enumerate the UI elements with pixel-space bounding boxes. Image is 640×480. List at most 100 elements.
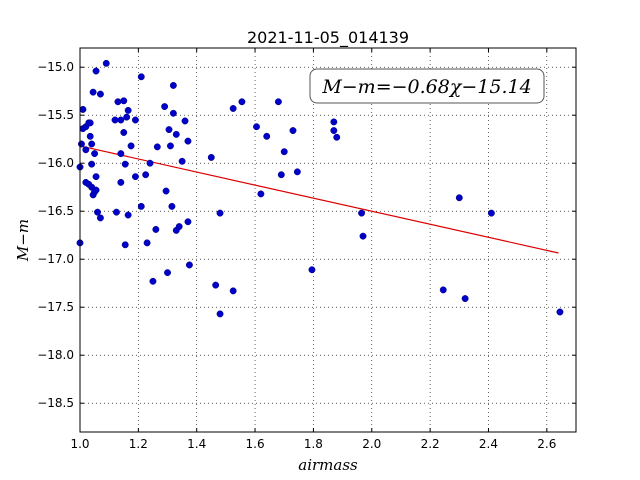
x-tick-label: 2.6 bbox=[537, 437, 556, 451]
data-point bbox=[308, 266, 316, 274]
y-tick-label: −17.5 bbox=[37, 300, 74, 314]
data-point bbox=[124, 106, 132, 114]
data-point bbox=[207, 153, 215, 161]
grid bbox=[79, 48, 576, 432]
data-point bbox=[121, 241, 129, 249]
data-point bbox=[117, 150, 125, 158]
data-point bbox=[263, 132, 271, 140]
x-tick-labels: 1.0 1.2 1.4 1.6 1.8 2.0 2.2 2.4 2.6 bbox=[70, 437, 556, 451]
data-point bbox=[168, 202, 176, 210]
y-tick-label: −17.0 bbox=[37, 252, 74, 266]
data-point bbox=[358, 209, 366, 217]
data-point bbox=[86, 119, 94, 127]
x-tick-label: 1.4 bbox=[187, 437, 206, 451]
x-tick-label: 1.6 bbox=[246, 437, 265, 451]
data-point bbox=[169, 109, 177, 117]
data-point bbox=[92, 186, 100, 194]
data-point bbox=[280, 148, 288, 156]
y-tick-label: −16.5 bbox=[37, 204, 74, 218]
y-tick-label: −15.5 bbox=[37, 108, 74, 122]
data-point bbox=[82, 146, 90, 154]
x-tick-label: 2.2 bbox=[421, 437, 440, 451]
data-point bbox=[277, 171, 285, 179]
data-point bbox=[238, 98, 246, 106]
y-axis-label: M−m bbox=[14, 219, 32, 262]
data-point bbox=[113, 208, 120, 216]
data-point bbox=[127, 142, 135, 150]
y-tick-label: −18.0 bbox=[37, 348, 74, 362]
data-point bbox=[184, 218, 192, 226]
data-point bbox=[96, 90, 104, 98]
data-point bbox=[142, 171, 150, 179]
y-tick-label: −18.5 bbox=[37, 396, 74, 410]
fit-line bbox=[79, 145, 559, 254]
data-point bbox=[461, 295, 469, 303]
data-points bbox=[76, 59, 564, 318]
data-point bbox=[131, 116, 139, 124]
data-point bbox=[120, 129, 128, 136]
data-point bbox=[229, 287, 237, 295]
data-point bbox=[184, 137, 192, 145]
data-point bbox=[181, 117, 189, 125]
data-point bbox=[216, 209, 224, 217]
data-point bbox=[114, 98, 122, 106]
x-tick-label: 1.8 bbox=[304, 437, 323, 451]
x-tick-label: 2.0 bbox=[362, 437, 381, 451]
data-point bbox=[111, 116, 119, 124]
annotation-box bbox=[309, 68, 545, 104]
data-point bbox=[185, 261, 193, 269]
data-point bbox=[216, 310, 224, 318]
data-point bbox=[120, 97, 128, 105]
data-point bbox=[102, 59, 110, 67]
data-point bbox=[88, 160, 96, 168]
data-point bbox=[96, 214, 104, 222]
data-point bbox=[92, 173, 100, 181]
data-point bbox=[117, 116, 125, 124]
data-point bbox=[293, 168, 301, 176]
y-tick-labels: −15.0 −15.5 −16.0 −16.5 −17.0 −17.5 −18.0 −18.5 bbox=[37, 60, 74, 410]
data-point bbox=[137, 202, 145, 210]
y-tick-label: −16.0 bbox=[37, 156, 74, 170]
axis-ticks bbox=[79, 48, 576, 432]
data-point bbox=[289, 127, 297, 135]
y-tick-label: −15.0 bbox=[37, 60, 74, 74]
data-point bbox=[164, 269, 171, 277]
data-point bbox=[88, 140, 96, 148]
x-tick-label: 2.4 bbox=[479, 437, 498, 451]
data-point bbox=[143, 239, 151, 247]
data-point bbox=[487, 209, 495, 217]
data-point bbox=[78, 140, 85, 148]
plot-area bbox=[80, 48, 576, 432]
data-point bbox=[86, 132, 94, 140]
data-point bbox=[178, 157, 186, 165]
data-point bbox=[333, 133, 341, 141]
chart-title: 2021-11-05_014139 bbox=[247, 28, 409, 48]
data-point bbox=[152, 225, 160, 233]
data-point bbox=[455, 194, 463, 202]
data-point bbox=[137, 73, 145, 81]
data-point bbox=[146, 159, 154, 167]
data-point bbox=[92, 67, 100, 75]
fit-annotation: M−m=−0.68χ−15.14 bbox=[309, 68, 545, 104]
data-point bbox=[439, 286, 447, 294]
annotation-text: M−m=−0.68χ−15.14 bbox=[321, 76, 531, 98]
data-point bbox=[169, 81, 177, 89]
plot-frame bbox=[79, 47, 577, 433]
fit-layer bbox=[79, 145, 559, 254]
x-tick-label: 1.0 bbox=[70, 437, 89, 451]
data-point bbox=[131, 173, 139, 181]
data-point bbox=[121, 160, 129, 168]
data-point bbox=[117, 178, 125, 186]
data-point bbox=[153, 143, 161, 151]
data-point bbox=[253, 123, 260, 131]
data-point bbox=[165, 126, 173, 134]
data-point bbox=[79, 105, 87, 113]
data-point bbox=[229, 105, 237, 112]
x-axis-label: airmass bbox=[298, 456, 358, 474]
data-point bbox=[212, 281, 220, 289]
data-point bbox=[149, 277, 157, 285]
data-point bbox=[161, 103, 169, 111]
data-point bbox=[172, 130, 180, 138]
data-point bbox=[162, 187, 170, 195]
